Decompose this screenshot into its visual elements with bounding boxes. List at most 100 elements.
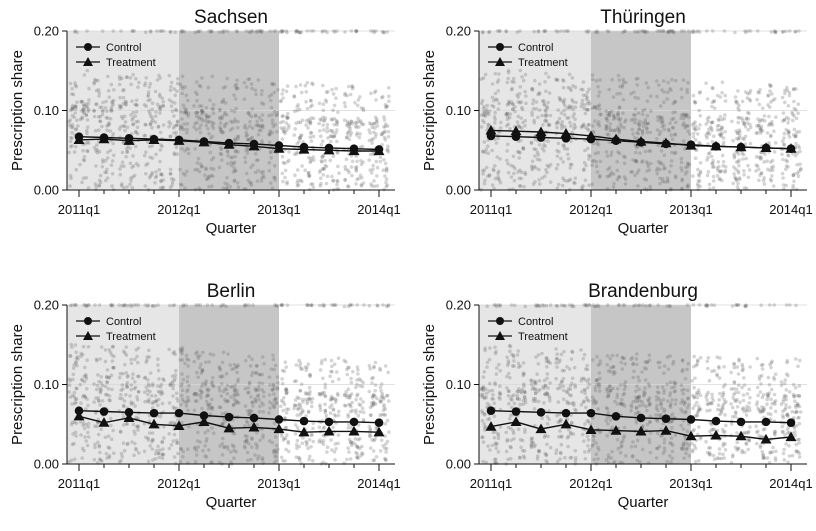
observation-dot — [617, 175, 621, 179]
observation-dot — [221, 437, 225, 441]
observation-dot — [321, 167, 325, 171]
observation-dot — [244, 434, 248, 438]
observation-dot — [712, 134, 716, 138]
observation-dot — [682, 456, 686, 460]
observation-dot — [670, 426, 674, 430]
observation-dot — [685, 170, 689, 174]
observation-dot — [132, 423, 136, 427]
observation-dot — [698, 179, 702, 183]
observation-dot — [233, 389, 237, 393]
observation-dot — [200, 104, 204, 108]
observation-dot — [133, 358, 137, 362]
observation-dot — [333, 30, 337, 34]
observation-dot — [308, 438, 312, 442]
observation-dot — [208, 98, 212, 102]
observation-dot — [69, 82, 73, 86]
observation-dot — [186, 364, 190, 368]
observation-dot — [322, 439, 326, 443]
observation-dot — [204, 440, 208, 444]
observation-dot — [146, 436, 150, 440]
observation-dot — [554, 451, 558, 455]
observation-dot — [323, 425, 327, 429]
observation-dot — [149, 123, 153, 127]
observation-dot — [129, 388, 133, 392]
observation-dot — [536, 93, 540, 97]
observation-dot — [234, 97, 238, 101]
observation-dot — [223, 445, 227, 449]
observation-dot — [229, 450, 233, 454]
observation-dot — [674, 121, 678, 125]
observation-dot — [374, 116, 378, 120]
observation-dot — [212, 167, 216, 171]
observation-dot — [343, 165, 347, 169]
observation-dot — [498, 29, 502, 33]
observation-dot — [112, 88, 116, 92]
observation-dot — [279, 121, 283, 125]
observation-dot — [299, 367, 303, 371]
observation-dot — [107, 121, 111, 125]
observation-dot — [595, 79, 599, 83]
observation-dot — [591, 73, 595, 77]
observation-dot — [695, 401, 699, 405]
observation-dot — [350, 401, 354, 405]
observation-dot — [310, 405, 314, 409]
observation-dot — [491, 444, 495, 448]
observation-dot — [200, 390, 204, 394]
observation-dot — [371, 168, 375, 172]
observation-dot — [612, 185, 616, 189]
observation-dot — [531, 88, 535, 92]
observation-dot — [204, 113, 208, 117]
observation-dot — [582, 80, 586, 84]
observation-dot — [301, 441, 305, 445]
observation-dot — [571, 84, 575, 88]
observation-dot — [309, 131, 313, 135]
observation-dot — [783, 89, 787, 93]
observation-dot — [679, 117, 683, 121]
observation-dot — [566, 153, 570, 157]
observation-dot — [169, 85, 173, 89]
observation-dot — [662, 79, 666, 83]
observation-dot — [718, 376, 722, 380]
observation-dot — [121, 387, 125, 391]
observation-dot — [516, 95, 520, 99]
y-axis-label: Prescription share — [9, 50, 26, 171]
observation-dot — [186, 447, 190, 451]
x-tick-label: 2012q1 — [569, 202, 612, 217]
observation-dot — [686, 389, 690, 393]
observation-dot — [310, 434, 314, 438]
x-tick-label: 2011q1 — [58, 202, 100, 217]
observation-dot — [332, 408, 336, 412]
observation-dot — [493, 111, 497, 115]
observation-dot — [293, 127, 297, 131]
observation-dot — [104, 100, 108, 104]
observation-dot — [533, 121, 537, 125]
observation-dot — [171, 405, 175, 409]
observation-dot — [572, 181, 576, 185]
observation-dot — [490, 149, 494, 153]
observation-dot — [129, 303, 133, 307]
observation-dot — [129, 76, 133, 80]
observation-dot — [186, 396, 190, 400]
observation-dot — [372, 179, 376, 183]
observation-dot — [99, 174, 103, 178]
observation-dot — [134, 145, 138, 149]
observation-dot — [562, 350, 566, 354]
observation-dot — [744, 304, 748, 308]
observation-dot — [195, 99, 199, 103]
observation-dot — [641, 130, 645, 134]
observation-dot — [330, 403, 334, 407]
observation-dot — [481, 172, 485, 176]
point-control — [150, 409, 159, 418]
observation-dot — [693, 120, 697, 124]
observation-dot — [170, 421, 174, 425]
observation-dot — [104, 348, 108, 352]
observation-dot — [380, 96, 384, 100]
observation-dot — [635, 406, 639, 410]
observation-dot — [641, 303, 645, 307]
observation-dot — [356, 445, 360, 449]
observation-dot — [358, 132, 362, 136]
observation-dot — [692, 29, 696, 33]
observation-dot — [758, 173, 762, 177]
observation-dot — [173, 153, 177, 157]
observation-dot — [155, 29, 159, 33]
